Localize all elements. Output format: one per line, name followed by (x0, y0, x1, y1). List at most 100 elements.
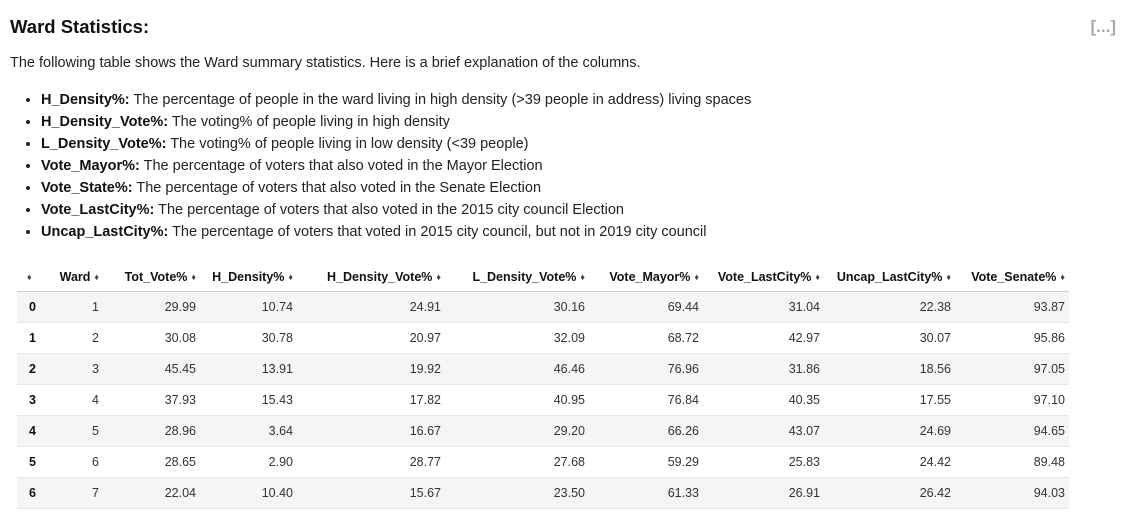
table-cell: 6 (51, 446, 103, 478)
column-header[interactable]: H_Density_Vote% ♦ (297, 263, 445, 292)
table-cell: 31.86 (703, 353, 824, 385)
column-header[interactable]: L_Density_Vote% ♦ (445, 263, 589, 292)
table-cell: 10.40 (200, 477, 297, 509)
sort-icon: ♦ (27, 272, 32, 282)
row-index: 2 (17, 353, 51, 385)
table-cell: 43.07 (703, 415, 824, 447)
table-cell: 17.55 (824, 384, 955, 416)
definition-term: Vote_State%: (41, 180, 133, 196)
column-header[interactable]: Tot_Vote% ♦ (103, 263, 200, 292)
table-cell: 28.77 (297, 446, 445, 478)
column-header-label: H_Density_Vote% (327, 270, 433, 284)
column-header-label: Vote_LastCity% (717, 270, 812, 284)
definition-term: Vote_LastCity%: (41, 202, 155, 218)
table-row: 4 5 28.96 3.64 16.67 29.20 66.26 43.07 24.69 94.6… (17, 415, 1069, 447)
column-header-label: Vote_Senate% (971, 270, 1057, 284)
table-cell: 89.48 (955, 446, 1069, 478)
section-title: Ward Statistics: (10, 16, 150, 37)
table-cell: 28.65 (103, 446, 200, 478)
ward-stats-table: ♦ Ward ♦ Tot_Vote% ♦ H_Density% ♦ H_Density_Vot… (17, 263, 1069, 509)
table-cell: 30.78 (200, 322, 297, 354)
table-cell: 68.72 (589, 322, 703, 354)
table-row: 3 4 37.93 15.43 17.82 40.95 76.84 40.35 17.55 97.… (17, 384, 1069, 416)
table-row: 5 6 28.65 2.90 28.77 27.68 59.29 25.83 24.42 89.4… (17, 446, 1069, 478)
table-cell: 15.43 (200, 384, 297, 416)
column-header[interactable]: Uncap_LastCity% ♦ (824, 263, 955, 292)
column-header[interactable]: Vote_LastCity% ♦ (703, 263, 824, 292)
column-header[interactable]: H_Density% ♦ (200, 263, 297, 292)
table-row: 1 2 30.08 30.78 20.97 32.09 68.72 42.97 30.07 95.… (17, 322, 1069, 354)
table-cell: 94.65 (955, 415, 1069, 447)
table-cell: 94.03 (955, 477, 1069, 509)
row-index: 0 (17, 291, 51, 323)
table-cell: 28.96 (103, 415, 200, 447)
table-row: 0 1 29.99 10.74 24.91 30.16 69.44 31.04 22.38 93.… (17, 291, 1069, 323)
table-cell: 22.38 (824, 291, 955, 323)
table-cell: 30.16 (445, 291, 589, 323)
definition-text: The percentage of voters that voted in 2… (168, 224, 707, 240)
table-cell: 27.68 (445, 446, 589, 478)
table-cell: 31.04 (703, 291, 824, 323)
column-header-label: Ward (59, 270, 91, 284)
row-index: 3 (17, 384, 51, 416)
column-header[interactable]: Ward ♦ (51, 263, 103, 292)
table-cell: 20.97 (297, 322, 445, 354)
table-cell: 26.42 (824, 477, 955, 509)
definition-text: The percentage of voters that also voted… (154, 202, 625, 218)
table-cell: 1 (51, 291, 103, 323)
table-cell: 18.56 (824, 353, 955, 385)
list-item: H_Density%: The percentage of people in … (41, 89, 751, 111)
definition-text: The voting% of people living in high den… (168, 114, 450, 130)
table-cell: 3 (51, 353, 103, 385)
table-cell: 15.67 (297, 477, 445, 509)
table-cell: 3.64 (200, 415, 297, 447)
table-cell: 23.50 (445, 477, 589, 509)
table-cell: 29.20 (445, 415, 589, 447)
column-definitions-list: H_Density%: The percentage of people in … (24, 89, 751, 243)
table-cell: 61.33 (589, 477, 703, 509)
table-cell: 24.42 (824, 446, 955, 478)
definition-text: The percentage of people in the ward liv… (129, 92, 752, 108)
ward-stats-table-container: ♦ Ward ♦ Tot_Vote% ♦ H_Density% ♦ H_Density_Vot… (17, 263, 1069, 509)
row-index: 4 (17, 415, 51, 447)
list-item: L_Density_Vote%: The voting% of people l… (41, 133, 751, 155)
table-cell: 5 (51, 415, 103, 447)
table-cell: 2 (51, 322, 103, 354)
column-header-label: H_Density% (212, 270, 285, 284)
table-body: 0 1 29.99 10.74 24.91 30.16 69.44 31.04 22.38 93.… (17, 291, 1069, 509)
row-index: 5 (17, 446, 51, 478)
table-cell: 37.93 (103, 384, 200, 416)
column-header-label: Uncap_LastCity% (836, 270, 943, 284)
column-header[interactable]: Vote_Senate% ♦ (955, 263, 1069, 292)
definition-term: Uncap_LastCity%: (41, 224, 169, 240)
definition-text: The voting% of people living in low dens… (166, 136, 529, 152)
table-cell: 10.74 (200, 291, 297, 323)
table-cell: 69.44 (589, 291, 703, 323)
column-header-label: Tot_Vote% (124, 270, 188, 284)
sort-icon: ♦ (288, 272, 293, 282)
index-column-header[interactable]: ♦ (17, 263, 51, 292)
collapse-toggle-button[interactable]: [...] (1090, 17, 1117, 36)
list-item: Vote_State%: The percentage of voters th… (41, 177, 751, 199)
table-cell: 45.45 (103, 353, 200, 385)
definition-text: The percentage of voters that also voted… (132, 180, 542, 196)
table-header-row: ♦ Ward ♦ Tot_Vote% ♦ H_Density% ♦ H_Density_Vot… (17, 263, 1069, 292)
table-cell: 40.95 (445, 384, 589, 416)
definition-term: L_Density_Vote%: (41, 136, 167, 152)
definition-term: Vote_Mayor%: (41, 158, 140, 174)
table-cell: 42.97 (703, 322, 824, 354)
sort-icon: ♦ (580, 272, 585, 282)
table-cell: 24.91 (297, 291, 445, 323)
table-cell: 59.29 (589, 446, 703, 478)
table-cell: 4 (51, 384, 103, 416)
list-item: Vote_Mayor%: The percentage of voters th… (41, 155, 751, 177)
table-cell: 30.07 (824, 322, 955, 354)
column-header-label: Vote_Mayor% (609, 270, 691, 284)
intro-text: The following table shows the Ward summa… (10, 55, 641, 71)
sort-icon: ♦ (94, 272, 99, 282)
column-header[interactable]: Vote_Mayor% ♦ (589, 263, 703, 292)
table-cell: 93.87 (955, 291, 1069, 323)
sort-icon: ♦ (946, 272, 951, 282)
table-cell: 16.67 (297, 415, 445, 447)
table-cell: 30.08 (103, 322, 200, 354)
